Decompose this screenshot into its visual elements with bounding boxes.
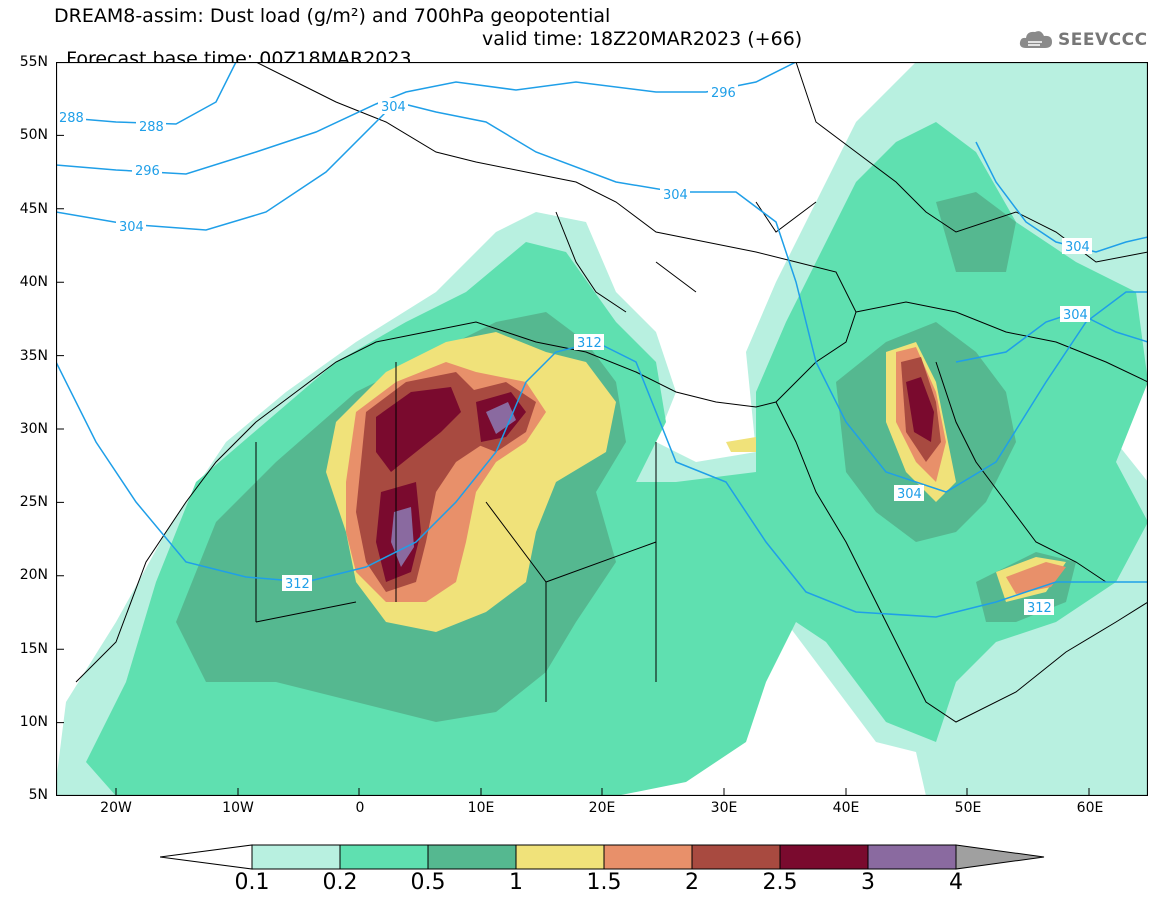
lat-tick-label: 20N [19,567,48,583]
colorbar-swatch [867,844,957,870]
colorbar-over-triangle [955,844,1045,870]
contour-label: 288 [56,109,86,126]
valid-time: valid time: 18Z20MAR2023 (+66) [482,28,803,50]
lon-tick-label: 20E [588,800,616,816]
contour-label-group: 288 288 296 304 304 296 304 304 304 312 … [56,84,1092,616]
lat-tick-label: 35N [19,348,48,364]
svg-text:296: 296 [711,86,736,101]
svg-text:304: 304 [663,188,688,203]
lon-tick-label: 20W [100,800,132,816]
colorbar-label: 0.5 [410,870,446,895]
svg-text:296: 296 [135,164,160,179]
svg-text:312: 312 [1027,601,1052,616]
lat-tick-label: 5N [28,787,48,803]
svg-text:304: 304 [1065,240,1090,255]
colorbar-label: 3 [861,870,875,895]
colorbar-swatch [515,844,605,870]
geopotential-contours [56,62,1148,618]
contour-label: 288 [136,118,166,135]
contour-label: 304 [116,218,146,235]
svg-text:312: 312 [285,577,310,592]
lat-tick-label: 50N [19,127,48,143]
coastlines-borders [75,62,1148,723]
lon-tick-label: 40E [832,800,860,816]
colorbar-label: 0.2 [322,870,358,895]
colorbar-label: 2 [685,870,699,895]
dust-load-map: 288 288 296 304 304 296 304 304 304 312 … [56,62,1148,796]
svg-text:304: 304 [119,220,144,235]
cloud-logo-icon [1019,31,1052,48]
colorbar-swatch [251,844,341,870]
lon-tick-label: 0 [355,800,365,816]
graticule-ticks [56,62,1090,796]
seevccc-logo: SEEVCCC [1018,26,1148,54]
colorbar-label: 0.1 [234,870,270,895]
svg-text:304: 304 [897,487,922,502]
colorbar-label: 4 [949,870,963,895]
lat-tick-label: 10N [19,714,48,730]
contour-label: 304 [1060,306,1090,323]
contour-label: 304 [660,186,690,203]
lat-tick-label: 15N [19,641,48,657]
colorbar-swatch [339,844,429,870]
colorbar-label: 1.5 [586,870,622,895]
svg-text:288: 288 [139,120,164,135]
colorbar-swatch [603,844,693,870]
contour-label: 304 [1062,238,1092,255]
contour-label: 296 [132,162,162,179]
colorbar-under-triangle [160,844,253,870]
logo-text: SEEVCCC [1058,30,1148,50]
svg-text:304: 304 [381,100,406,115]
svg-text:304: 304 [1063,308,1088,323]
contour-label: 304 [894,485,924,502]
lon-tick-label: 10E [467,800,495,816]
svg-text:288: 288 [59,111,84,126]
lat-tick-label: 30N [19,421,48,437]
svg-text:312: 312 [577,336,602,351]
contour-label: 312 [574,334,604,351]
lat-tick-label: 55N [19,54,48,70]
colorbar-swatch [427,844,517,870]
colorbar-label: 1 [509,870,523,895]
lon-tick-label: 30E [710,800,738,816]
contour-label: 312 [1024,599,1054,616]
colorbar-swatch [691,844,781,870]
chart-title: DREAM8-assim: Dust load (g/m²) and 700hP… [54,5,611,27]
lon-tick-label: 60E [1076,800,1104,816]
lat-tick-label: 45N [19,201,48,217]
lon-tick-label: 50E [954,800,982,816]
contour-label: 296 [708,84,738,101]
colorbar-label: 2.5 [762,870,798,895]
lon-tick-label: 10W [222,800,254,816]
contour-label: 312 [282,575,312,592]
colorbar [160,844,1045,870]
lat-tick-label: 40N [19,274,48,290]
lat-tick-label: 25N [19,494,48,510]
colorbar-swatch [779,844,869,870]
contour-label: 304 [378,98,408,115]
